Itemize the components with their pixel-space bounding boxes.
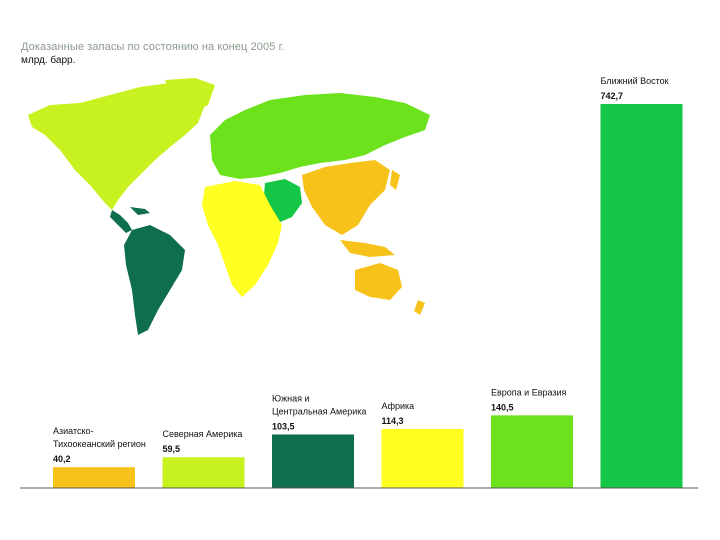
map-caribbean bbox=[130, 207, 150, 215]
map-central-america bbox=[110, 210, 132, 233]
bar-category-label-1-0: Северная Америка bbox=[163, 429, 243, 439]
chart-title: Доказанные запасы по состоянию на конец … bbox=[21, 41, 285, 53]
chart-unit-label: млрд. барр. bbox=[21, 55, 76, 66]
bar-4 bbox=[491, 415, 573, 488]
bar-category-label-0-0: Азиатско- bbox=[53, 426, 94, 436]
map-japan bbox=[390, 170, 400, 190]
bar-category-label-5-0: Ближний Восток bbox=[601, 76, 669, 86]
bar-category-label-2-1: Центральная Америка bbox=[272, 406, 366, 416]
map-africa bbox=[202, 181, 282, 297]
bar-2 bbox=[272, 434, 354, 488]
bar-value-label-4: 140,5 bbox=[491, 402, 514, 412]
bar-0 bbox=[53, 467, 135, 488]
bar-value-label-5: 742,7 bbox=[601, 91, 624, 101]
bar-value-label-0: 40,2 bbox=[53, 454, 71, 464]
bar-value-label-1: 59,5 bbox=[163, 444, 181, 454]
map-europe-eurasia bbox=[210, 93, 430, 179]
bar-value-label-3: 114,3 bbox=[382, 416, 404, 426]
map-north-america bbox=[28, 83, 205, 210]
bar-category-label-2-0: Южная и bbox=[272, 393, 310, 403]
map-australia bbox=[355, 263, 402, 300]
map-new-zealand bbox=[414, 300, 425, 315]
bar-3 bbox=[381, 428, 464, 488]
bar-value-label-2: 103,5 bbox=[272, 421, 295, 431]
bar-5 bbox=[600, 104, 683, 488]
bar-category-label-4-0: Европа и Евразия bbox=[491, 387, 567, 397]
bar-category-label-0-1: Тихоокеанский регион bbox=[53, 439, 146, 449]
map-asia-pacific bbox=[302, 160, 390, 235]
map-greenland bbox=[165, 78, 215, 115]
map-south-america bbox=[124, 225, 185, 335]
bar-1 bbox=[162, 457, 245, 488]
world-map bbox=[28, 78, 430, 335]
map-southeast-asia bbox=[340, 240, 395, 257]
bar-category-label-3-0: Африка bbox=[382, 401, 415, 411]
